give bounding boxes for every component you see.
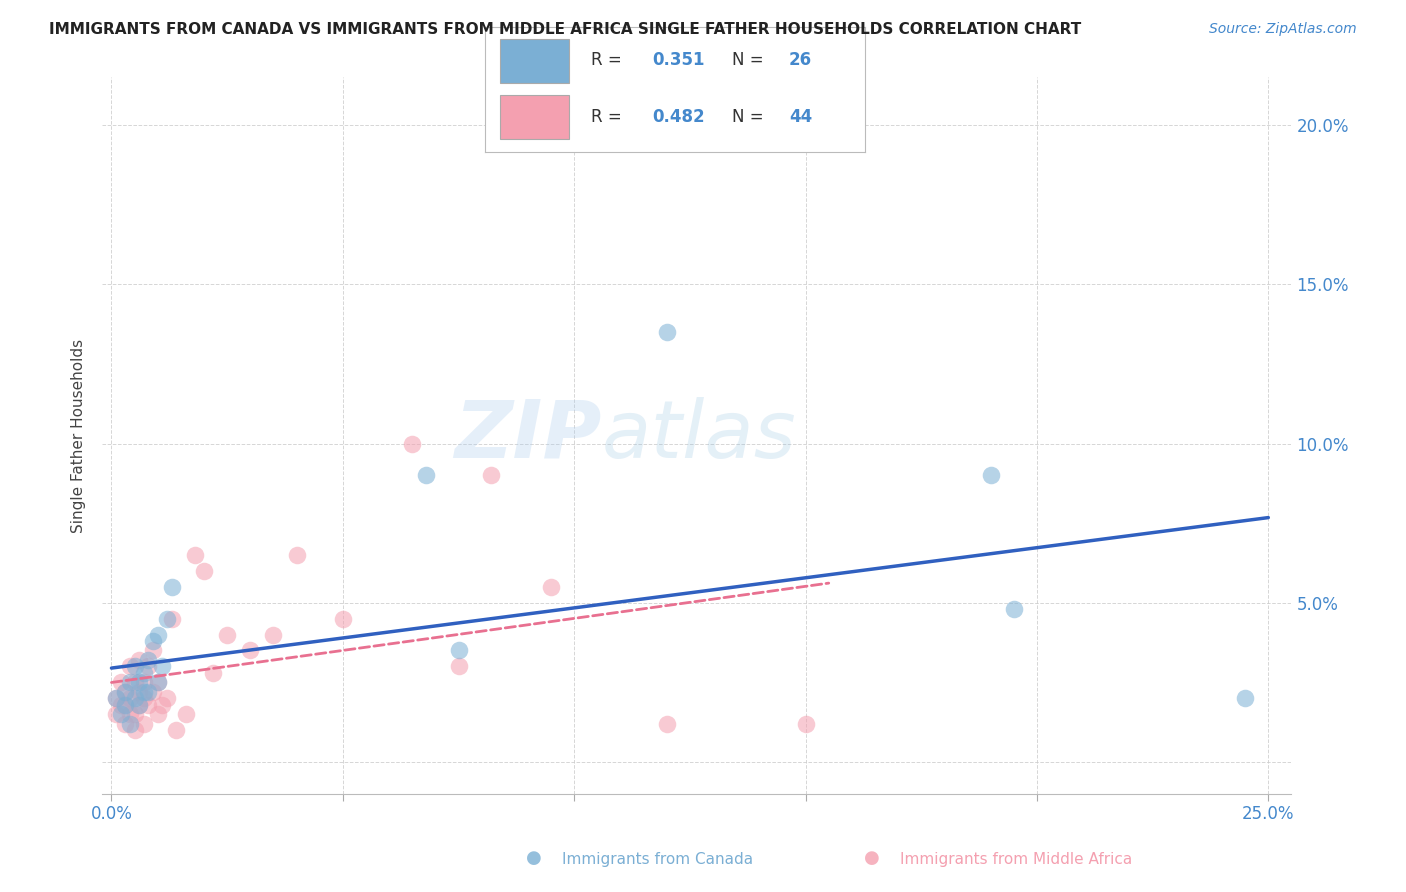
- Point: [124, 707, 146, 722]
- Text: 0.482: 0.482: [652, 108, 704, 126]
- Point: [142, 643, 165, 657]
- Point: [794, 716, 817, 731]
- Point: [285, 548, 308, 562]
- Point: [156, 611, 179, 625]
- Point: [114, 698, 136, 712]
- Point: [655, 325, 678, 339]
- Point: [114, 716, 136, 731]
- Point: [128, 698, 150, 712]
- Text: N =: N =: [731, 108, 763, 126]
- Point: [165, 723, 187, 737]
- Text: Source: ZipAtlas.com: Source: ZipAtlas.com: [1209, 22, 1357, 37]
- Point: [332, 611, 354, 625]
- Point: [105, 707, 128, 722]
- Point: [193, 564, 215, 578]
- Point: [118, 707, 141, 722]
- Point: [1002, 602, 1025, 616]
- Point: [202, 665, 225, 680]
- Point: [156, 691, 179, 706]
- Point: [142, 633, 165, 648]
- Point: [118, 716, 141, 731]
- Text: atlas: atlas: [602, 397, 796, 475]
- Text: R =: R =: [592, 108, 621, 126]
- Text: Immigrants from Middle Africa: Immigrants from Middle Africa: [900, 852, 1132, 867]
- Point: [132, 685, 155, 699]
- Point: [160, 580, 183, 594]
- Y-axis label: Single Father Households: Single Father Households: [72, 338, 86, 533]
- Point: [114, 685, 136, 699]
- Point: [150, 698, 173, 712]
- Point: [1234, 691, 1257, 706]
- Point: [118, 659, 141, 673]
- Point: [174, 707, 197, 722]
- Point: [105, 691, 128, 706]
- Point: [132, 716, 155, 731]
- Point: [132, 665, 155, 680]
- Point: [105, 691, 128, 706]
- Text: ZIP: ZIP: [454, 397, 602, 475]
- Point: [110, 698, 132, 712]
- Bar: [501, 95, 568, 139]
- Text: ●: ●: [863, 849, 880, 867]
- Text: 26: 26: [789, 52, 811, 70]
- Point: [128, 653, 150, 667]
- Text: IMMIGRANTS FROM CANADA VS IMMIGRANTS FROM MIDDLE AFRICA SINGLE FATHER HOUSEHOLDS: IMMIGRANTS FROM CANADA VS IMMIGRANTS FRO…: [49, 22, 1081, 37]
- Point: [150, 659, 173, 673]
- Point: [415, 468, 437, 483]
- Point: [160, 611, 183, 625]
- Point: [124, 723, 146, 737]
- Point: [239, 643, 262, 657]
- Point: [401, 436, 423, 450]
- Point: [146, 675, 169, 690]
- Point: [124, 675, 146, 690]
- Point: [128, 685, 150, 699]
- Point: [146, 627, 169, 641]
- Point: [262, 627, 284, 641]
- Point: [138, 659, 160, 673]
- Point: [146, 675, 169, 690]
- Point: [146, 707, 169, 722]
- Point: [655, 716, 678, 731]
- Point: [114, 685, 136, 699]
- Point: [138, 653, 160, 667]
- Text: N =: N =: [731, 52, 763, 70]
- Point: [540, 580, 562, 594]
- Point: [142, 685, 165, 699]
- Point: [114, 698, 136, 712]
- Point: [447, 659, 470, 673]
- Point: [138, 685, 160, 699]
- Point: [110, 707, 132, 722]
- Point: [479, 468, 502, 483]
- Bar: [501, 39, 568, 83]
- Point: [132, 675, 155, 690]
- Point: [128, 675, 150, 690]
- Point: [118, 691, 141, 706]
- Point: [217, 627, 239, 641]
- Point: [128, 698, 150, 712]
- Point: [447, 643, 470, 657]
- Point: [132, 691, 155, 706]
- Point: [184, 548, 207, 562]
- Text: 44: 44: [789, 108, 813, 126]
- Point: [118, 675, 141, 690]
- Text: Immigrants from Canada: Immigrants from Canada: [562, 852, 754, 867]
- Point: [124, 659, 146, 673]
- Text: 0.351: 0.351: [652, 52, 704, 70]
- Point: [110, 675, 132, 690]
- Point: [138, 698, 160, 712]
- Point: [980, 468, 1002, 483]
- Text: ●: ●: [526, 849, 543, 867]
- Point: [124, 691, 146, 706]
- Text: R =: R =: [592, 52, 621, 70]
